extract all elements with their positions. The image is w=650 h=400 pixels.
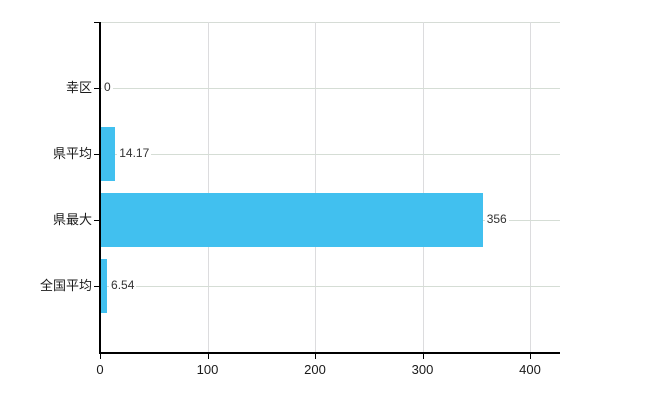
x-axis-line (99, 352, 560, 354)
category-label-ken-heikin: 県平均 (52, 146, 92, 161)
x-tick-label-200: 200 (304, 362, 326, 377)
vertical-gridline-300 (422, 22, 424, 352)
x-tick-400 (530, 354, 531, 359)
y-tick-zenkoku-heikin (94, 286, 100, 287)
value-label-ken-heikin: 14.17 (117, 145, 152, 162)
value-label-zenkoku-heikin: 6.54 (109, 277, 137, 294)
category-label-zenkoku-heikin: 全国平均 (39, 278, 92, 293)
y-axis-top-tick (94, 22, 100, 23)
x-tick-200 (315, 354, 316, 359)
y-tick-saiwai-ku (94, 88, 100, 89)
x-tick-0 (100, 354, 101, 359)
bar-ken-saidai (100, 193, 483, 247)
value-label-saiwai-ku: 0 (102, 79, 113, 96)
x-tick-label-400: 400 (519, 362, 541, 377)
plot-top-border (100, 22, 560, 23)
vertical-gridline-400 (530, 22, 531, 352)
vertical-gridline-100 (207, 22, 209, 352)
bar-zenkoku-heikin (100, 259, 108, 313)
value-label-ken-saidai: 356 (484, 211, 509, 228)
y-tick-ken-heikin (94, 154, 100, 155)
y-tick-ken-saidai (94, 220, 100, 221)
plot-area: 0 14.17 356 6.54 (100, 22, 560, 352)
horizontal-gridline-zenkoku-heikin (100, 286, 560, 287)
x-tick-300 (422, 354, 424, 359)
bar-ken-heikin (100, 127, 116, 181)
x-tick-label-100: 100 (196, 362, 219, 377)
x-tick-label-0: 0 (96, 362, 104, 377)
vertical-gridline-200 (315, 22, 316, 352)
x-tick-label-300: 300 (411, 362, 434, 377)
category-label-saiwai-ku: 幸区 (65, 80, 92, 95)
horizontal-gridline-saiwai-ku (100, 88, 560, 89)
category-label-ken-saidai: 県最大 (52, 212, 92, 227)
x-tick-100 (207, 354, 209, 359)
y-axis-line (99, 22, 101, 353)
horizontal-gridline-ken-heikin (100, 154, 560, 155)
